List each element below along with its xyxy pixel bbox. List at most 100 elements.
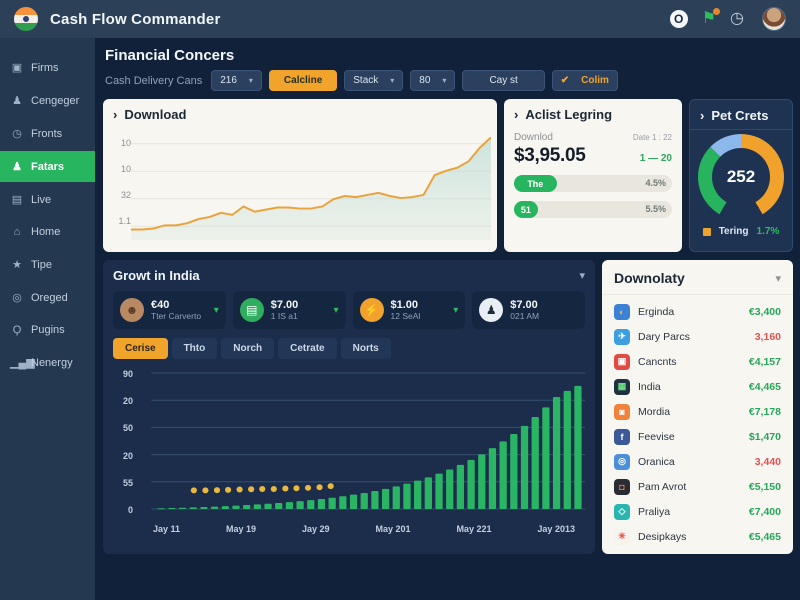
download-card-header[interactable]: › Download	[103, 99, 497, 128]
bar-chart: 90 20 50 20 55 0	[113, 369, 585, 520]
chevron-down-icon[interactable]: ▾	[213, 304, 219, 316]
download-chart-body: 10 10 32 1.1	[103, 128, 497, 246]
tab[interactable]: Cetrate	[278, 338, 337, 359]
list-item[interactable]: ✳ Desipkays €5,465	[602, 524, 793, 549]
clock-icon[interactable]: ◷	[730, 10, 744, 27]
list-item[interactable]: ▣ Cancnts €4,157	[602, 349, 793, 374]
x-tick-label: May 201	[375, 524, 411, 534]
y-tick-label: 10	[120, 164, 131, 174]
chevron-down-icon[interactable]: ▾	[453, 304, 459, 316]
aclist-progress-list: The 4.5% 51 5.5%	[514, 175, 672, 218]
stat-card[interactable]: ☻ €40 Tter Carverto ▾	[113, 291, 226, 329]
stat-texts: €40 Tter Carverto	[151, 299, 207, 321]
progress-pill[interactable]: The	[514, 175, 557, 192]
x-tick-label: Jay 11	[153, 524, 181, 534]
y-tick-label: 1.1	[118, 216, 131, 226]
stat-value: $1.00	[390, 299, 419, 311]
app-title: Cash Flow Commander	[50, 10, 221, 28]
sidebar: ▣ Firms ♟ Cengeger ◷ Fronts ♟ Fatars ▤ L…	[0, 38, 102, 600]
aclist-amount: $3,95.05	[514, 145, 586, 166]
sidebar-item-pugins[interactable]: Ϙ Pugins	[0, 315, 95, 345]
list-item-value: €7,178	[748, 405, 781, 418]
list-item[interactable]: ✈ Dary Parcs 3,160	[602, 324, 793, 349]
colim-button-label: Colim	[581, 75, 609, 86]
tab[interactable]: Norch	[221, 338, 275, 359]
chevron-down-icon[interactable]: ▾	[333, 304, 339, 316]
chevron-down-icon[interactable]: ▾	[579, 270, 585, 282]
pet-crets-header[interactable]: › Pet Crets	[690, 100, 792, 130]
flag-icon[interactable]: ⚑	[702, 8, 721, 27]
list-item-name: Erginda	[638, 305, 675, 318]
list-item[interactable]: ▦ India €4,465	[602, 374, 793, 399]
stat-label: 12 SeAl	[390, 311, 421, 321]
notification-badge	[713, 8, 721, 15]
sidebar-item-label: Nenergy	[31, 356, 73, 369]
stat-label: Tter Carverto	[151, 311, 202, 321]
y-tick-label: 10	[120, 138, 131, 148]
facebook-icon: f	[614, 428, 630, 445]
list-item[interactable]: ◘ Pam Avrot €5,150	[602, 474, 793, 499]
size-dropdown[interactable]: 80 ▾	[410, 70, 456, 91]
list-item[interactable]: ◐ Erginda €3,400	[602, 299, 793, 324]
bottom-row: Growt in India ▾ ☻ €40 Tter Carverto ▾	[103, 260, 793, 554]
calcline-button[interactable]: Calcline	[268, 70, 338, 91]
at-circle-icon: ◎	[12, 292, 22, 304]
chevron-down-icon: ▾	[248, 76, 253, 85]
x-tick-label: May 19	[225, 524, 257, 534]
toolbar: Financial Concers Cash Delivery Cans 216…	[101, 45, 795, 99]
colim-button[interactable]: ✔ Colim	[551, 70, 618, 91]
tab[interactable]: Thto	[171, 338, 218, 359]
x-tick-label: Jay 29	[301, 524, 330, 534]
stack-dropdown-value: Stack	[353, 75, 379, 86]
tab[interactable]: Norts	[340, 338, 391, 359]
top-cards-row: › Download 10 10 32 1.1 › Aclist Legring	[103, 99, 793, 252]
money-card-icon: ▤	[239, 298, 264, 322]
list-item-value: $1,470	[748, 430, 781, 443]
list-item-name: Feevise	[638, 430, 675, 443]
sidebar-item-live[interactable]: ▤ Live	[0, 184, 95, 215]
sidebar-item-tipe[interactable]: ★ Tipe	[0, 249, 95, 280]
aclist-date: Date 1 : 22	[632, 133, 672, 142]
sidebar-item-cengeger[interactable]: ♟ Cengeger	[0, 85, 95, 116]
list-item[interactable]: ◎ Oranica 3,440	[602, 449, 793, 474]
sidebar-item-firms[interactable]: ▣ Firms	[0, 52, 95, 83]
sidebar-item-home[interactable]: ⌂ Home	[0, 217, 95, 247]
sidebar-item-fatars[interactable]: ♟ Fatars	[0, 151, 102, 182]
list-item[interactable]: ◙ Mordia €7,178	[602, 399, 793, 424]
sidebar-item-oreged[interactable]: ◎ Oreged	[0, 282, 95, 313]
list-item-name: Desipkays	[638, 530, 687, 543]
size-dropdown-value: 80	[419, 75, 431, 86]
app-teal-icon: ◇	[614, 503, 630, 520]
download-line-chart	[131, 130, 492, 240]
cayst-button[interactable]: Cay st	[462, 70, 545, 91]
sidebar-item-fronts[interactable]: ◷ Fronts	[0, 118, 95, 149]
chevron-down-icon: ▾	[442, 76, 447, 85]
stat-card[interactable]: ⚡ $1.00 12 SeAl ▾	[352, 291, 466, 329]
stack-dropdown[interactable]: Stack ▾	[344, 70, 404, 91]
list-item-value: €4,157	[748, 355, 781, 368]
progress-pill[interactable]: 51	[514, 201, 538, 218]
period-dropdown[interactable]: 216 ▾	[211, 70, 262, 91]
stat-texts: $7.00 021 AM	[510, 299, 566, 321]
stat-card[interactable]: ▤ $7.00 1 IS a1 ▾	[232, 291, 346, 329]
progress-percent: 5.5%	[645, 204, 666, 214]
sidebar-item-label: Pugins	[31, 324, 65, 336]
list-item[interactable]: f Feevise $1,470	[602, 424, 793, 449]
chevron-down-icon[interactable]: ▾	[775, 272, 781, 285]
gauge-legend: Tering 1.7%	[690, 226, 792, 237]
tab[interactable]: Cerise	[113, 338, 168, 359]
stat-card[interactable]: ♟ $7.00 021 AM ▾	[472, 291, 585, 329]
opera-circle-icon[interactable]: O	[669, 10, 688, 28]
user-avatar[interactable]	[762, 7, 786, 31]
list-item-name: Cancnts	[638, 355, 677, 368]
keyboard-icon: ▤	[11, 194, 23, 206]
aclist-card-header[interactable]: › Aclist Legring	[504, 99, 682, 128]
downolaty-title: Downolaty	[614, 270, 685, 286]
sidebar-item-nenergy[interactable]: ▁▄▆ Nenergy	[0, 347, 95, 378]
pet-crets-title: Pet Crets	[711, 108, 769, 123]
toolbar-controls: Cash Delivery Cans 216 ▾ Calcline Stack …	[105, 70, 791, 91]
growt-panel-title: Growt in India	[113, 268, 200, 283]
list-item[interactable]: ◇ Praliya €7,400	[602, 499, 793, 524]
list-item-value: 3,440	[754, 455, 781, 468]
